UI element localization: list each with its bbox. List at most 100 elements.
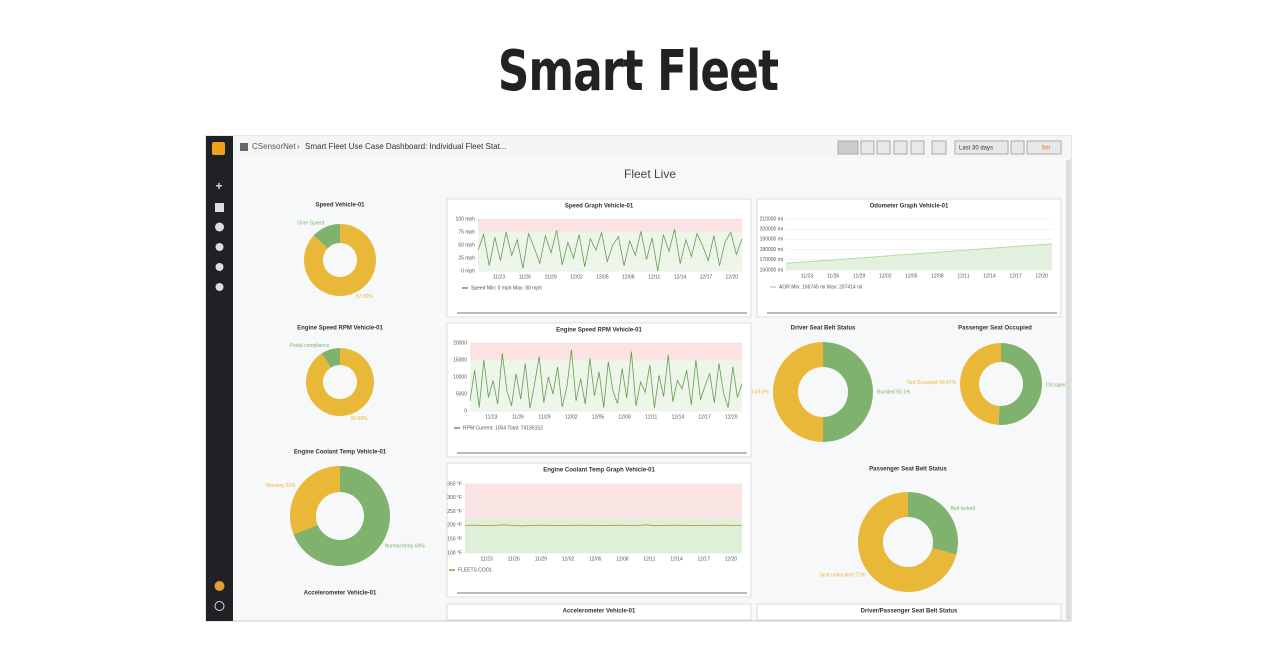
donut-slice [290,466,340,535]
legend: Speed Min: 0 mph Max: 80 mph [471,285,542,291]
donut-slice [908,492,959,555]
x-tick-label: 12/20 [725,556,738,562]
tool-btn[interactable] [860,140,875,155]
x-tick-label: 12/20 [725,414,738,420]
dash-icon[interactable] [215,203,224,212]
x-tick-label: 12/02 [879,273,892,279]
x-tick-label: 12/11 [957,273,969,279]
series-line [464,524,742,527]
x-tick-label: 11/23 [480,556,492,562]
time-range[interactable]: Last 30 days [959,146,993,152]
x-tick-label: 11/26 [512,414,524,420]
y-tick-label: 250 °F [447,509,462,515]
help-icon[interactable] [214,601,225,611]
refresh-interval[interactable]: 5m [1042,146,1050,152]
threshold-band [478,219,742,232]
tool-btn[interactable] [837,140,859,155]
x-tick-label: 12/17 [1009,273,1022,279]
config-icon[interactable] [215,263,224,271]
svg-text:›: › [297,142,300,151]
tool-btn[interactable] [910,140,925,155]
y-tick-label: 5000 [456,391,467,397]
y-tick-label: 200 °F [447,523,462,529]
slice-label: Seat unbuckled 71% [819,572,865,578]
x-tick-label: 11/29 [853,273,865,279]
y-tick-label: 25 mph [458,255,475,261]
panel-title: Speed Graph Vehicle-01 [565,204,634,210]
series-line [469,349,743,409]
x-tick-label: 12/08 [931,273,944,279]
donut: 87.00% Over Speed [297,221,376,300]
x-tick-label: 12/02 [570,274,583,280]
legend: FLEETS.COOL [458,567,493,573]
slice-label: Occupied 50.53% [1046,383,1086,389]
y-tick-label: 50 mph [458,242,475,248]
donut-title: Passenger Seat Occupied [958,326,1032,332]
slice-label: Buckled 50.1% [877,389,911,395]
tool-btn[interactable] [893,140,908,155]
donut-title: Passenger Seat Belt Status [869,467,947,473]
panel-title: Engine Speed RPM Vehicle-01 [556,328,642,334]
y-tick-label: 150 °F [447,537,462,543]
x-tick-label: 12/14 [672,414,685,420]
time-picker[interactable] [954,140,1009,155]
y-tick-label: 350 °F [447,481,462,487]
x-tick-label: 12/14 [674,274,687,280]
y-tick-label: 180000 mi [760,247,783,253]
donut-slice [310,622,340,652]
y-tick-label: 190000 mi [760,237,783,243]
donut: Occupied 50.53% Not Occupied 49.47% [907,343,1086,425]
explore-icon[interactable] [215,222,224,232]
x-tick-label: 12/02 [565,414,578,420]
page-title: Smart Fleet [498,38,778,104]
threshold-band [470,343,742,360]
scrollbar[interactable] [1066,160,1070,620]
donut-title: Accelerometer Vehicle-01 [304,591,377,597]
refresh-btn[interactable] [1026,140,1062,155]
donut-slice [998,343,1042,425]
breadcrumb[interactable]: Smart Fleet Use Case Dashboard: Individu… [305,142,506,151]
panel [446,603,752,621]
logo[interactable] [212,142,225,155]
x-tick-label: 12/05 [592,414,605,420]
panel [756,603,1062,621]
x-tick-label: 11/29 [545,274,557,280]
slice-label: Belt locked [951,506,976,512]
x-tick-label: 12/08 [618,414,631,420]
y-tick-label: 200000 mi [760,227,783,233]
series-line [785,243,1053,264]
donut: Normal temp 69% Warning 31% [265,466,425,566]
x-tick-label: 12/17 [700,274,713,280]
grid-icon [240,143,248,151]
y-tick-label: 100 °F [447,550,462,556]
x-tick-label: 12/11 [643,556,655,562]
toolbar: Last 30 days 5m [837,140,1062,155]
avatar[interactable] [214,581,225,591]
zoom-btn[interactable] [1010,140,1025,155]
panel-scrollbar [457,452,747,454]
y-tick-label: 0 [464,408,467,414]
x-tick-label: 12/11 [645,414,657,420]
slice-label: 87.00% [356,294,374,300]
x-tick-label: 12/02 [562,556,575,562]
shield-icon[interactable] [215,283,224,291]
x-tick-label: 12/08 [616,556,629,562]
donut-title: Engine Coolant Temp Vehicle-01 [294,450,387,456]
tool-btn[interactable] [876,140,891,155]
y-tick-label: 20000 [453,340,467,346]
donut-slice [340,622,370,652]
donut-title: Speed Vehicle-01 [315,203,365,209]
org-name[interactable]: CSensorNet [252,142,296,151]
y-tick-label: 100 mph [456,216,476,222]
sidebar-icons[interactable]: + [214,179,225,611]
legend: RPM Current: 1004 Total: 74195152 [463,425,543,431]
panel-scrollbar [457,592,747,594]
donut-slice [773,342,823,442]
tool-btn[interactable] [931,140,947,155]
y-tick-label: 300 °F [447,495,462,501]
alert-icon[interactable] [215,243,224,251]
x-tick-label: 11/26 [827,273,839,279]
y-tick-label: 10000 [453,374,467,380]
y-tick-label: 15000 [453,357,467,363]
donut-slice [321,348,340,368]
